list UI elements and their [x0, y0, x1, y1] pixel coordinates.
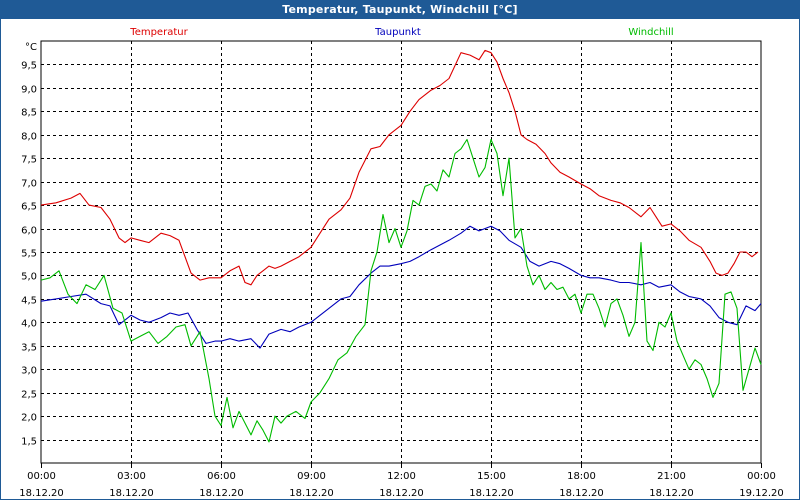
y-tick-label: 7,0 [21, 179, 37, 190]
x-tick-date: 18.12.20 [109, 488, 154, 499]
y-tick-label: 5,0 [21, 272, 37, 283]
x-tick-date: 18.12.20 [559, 488, 604, 499]
x-tick-date: 18.12.20 [199, 488, 244, 499]
x-tick-date: 18.12.20 [649, 488, 694, 499]
y-tick-label: 9,0 [21, 85, 37, 96]
y-tick-label: 5,5 [21, 249, 37, 260]
x-tick-date: 18.12.20 [379, 488, 424, 499]
x-tick-time: 09:00 [297, 471, 326, 482]
x-tick-time: 18:00 [567, 471, 596, 482]
y-tick-label: 3,0 [21, 366, 37, 377]
line-chart: 1,5 2,0 2,5 3,0 3,5 4,0 4,5 5,0 5,5 6,0 6,5 7,0 7,5 8… [19, 27, 784, 499]
x-tick-time: 00:00 [27, 471, 56, 482]
x-tick-date: 18.12.20 [19, 488, 64, 499]
y-tick-label: 9,5 [21, 61, 37, 72]
y-tick-label: 7,5 [21, 155, 37, 166]
y-tick-label: 2,0 [21, 413, 37, 424]
y-tick-label: 8,5 [21, 108, 37, 119]
y-tick-label: 3,5 [21, 343, 37, 354]
x-tick-time: 12:00 [387, 471, 416, 482]
legend-temperatur: Temperatur [129, 27, 188, 38]
x-tick-time: 21:00 [657, 471, 686, 482]
x-tick-date: 19.12.20 [739, 488, 784, 499]
chart-title: Temperatur, Taupunkt, Windchill [°C] [1, 1, 799, 19]
x-tick-time: 06:00 [207, 471, 236, 482]
series-line-taupunkt [40, 225, 762, 349]
legend-windchill: Windchill [628, 27, 673, 38]
series-line-temperatur [40, 49, 759, 286]
x-tick-date: 18.12.20 [289, 488, 334, 499]
y-tick-label: 6,5 [21, 202, 37, 213]
series-line-windchill [40, 138, 762, 443]
y-tick-label: 4,5 [21, 296, 37, 307]
x-tick-time: 15:00 [477, 471, 506, 482]
x-tick-time: 00:00 [747, 471, 776, 482]
y-axis-label: °C [25, 42, 37, 53]
x-tick-time: 03:00 [117, 471, 146, 482]
legend-taupunkt: Taupunkt [374, 27, 421, 38]
y-tick-label: 2,5 [21, 390, 37, 401]
y-tick-label: 1,5 [21, 437, 37, 448]
x-tick-date: 18.12.20 [469, 488, 514, 499]
y-tick-label: 8,0 [21, 132, 37, 143]
y-tick-label: 4,0 [21, 319, 37, 330]
y-tick-label: 6,0 [21, 226, 37, 237]
